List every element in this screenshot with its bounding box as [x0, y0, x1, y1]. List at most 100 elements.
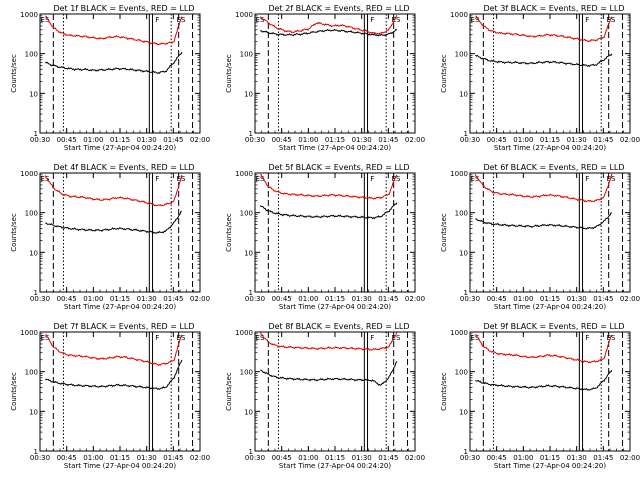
flag-label: ES: [392, 16, 401, 24]
flag-label: ES: [607, 334, 616, 342]
y-axis-label: Counts/sec: [440, 54, 448, 93]
y-tick-label: 10: [29, 90, 38, 98]
x-tick-label: 02:00: [405, 136, 425, 144]
y-tick-label: 1: [34, 289, 38, 297]
chart-panel: Det 4f BLACK = Events, RED = LLD 1 10 100 10…: [10, 163, 210, 311]
x-tick-label: 01:00: [83, 454, 103, 462]
flag-label: ES: [41, 175, 50, 183]
y-tick-label: 1000: [235, 170, 253, 178]
y-tick-label: 1: [34, 130, 38, 138]
x-tick-label: 01:45: [378, 454, 398, 462]
y-tick-label: 1000: [20, 170, 38, 178]
y-tick-label: 100: [455, 369, 468, 377]
y-tick-label: 1: [249, 289, 253, 297]
x-tick-label: 01:00: [298, 295, 318, 303]
y-axis-label: Counts/sec: [10, 372, 18, 411]
x-tick-label: 00:45: [57, 454, 77, 462]
lld-series-line: [260, 173, 398, 200]
x-tick-label: 00:30: [460, 454, 480, 462]
chart-panel: Det 3f BLACK = Events, RED = LLD 1 10 100 10…: [440, 4, 640, 152]
events-series-line: [475, 212, 613, 230]
y-axis-label: Counts/sec: [225, 372, 233, 411]
y-tick-label: 100: [455, 210, 468, 218]
chart-panel: Det 1f BLACK = Events, RED = LLD 1 10 100 10…: [10, 4, 210, 152]
plot-frame: [39, 172, 201, 293]
events-series-line: [45, 210, 183, 234]
x-tick-label: 01:00: [298, 454, 318, 462]
y-tick-label: 1: [249, 130, 253, 138]
y-tick-label: 100: [240, 51, 253, 59]
x-tick-label: 01:00: [513, 136, 533, 144]
x-tick-label: 01:30: [352, 295, 372, 303]
x-axis-label: Start Time (27-Apr-04 00:24:20): [279, 462, 391, 470]
flag-label: ES: [607, 16, 616, 24]
y-tick-label: 1000: [450, 11, 468, 19]
flag-label: ES: [177, 334, 186, 342]
chart-title: Det 3f BLACK = Events, RED = LLD: [483, 4, 624, 13]
events-series-line: [44, 51, 183, 75]
lld-series-line: [475, 15, 613, 43]
lld-series-line: [474, 173, 613, 203]
y-tick-label: 100: [455, 51, 468, 59]
flag-label: F: [370, 175, 374, 183]
chart-title: Det 6f BLACK = Events, RED = LLD: [483, 163, 624, 172]
y-tick-label: 1000: [20, 329, 38, 337]
y-tick-label: 100: [240, 210, 253, 218]
plot-frame: [254, 331, 416, 452]
flag-label: F: [585, 175, 589, 183]
y-tick-label: 1000: [235, 329, 253, 337]
x-tick-label: 00:45: [487, 454, 507, 462]
x-tick-label: 02:00: [405, 295, 425, 303]
x-tick-label: 01:30: [137, 136, 157, 144]
flag-label: ES: [256, 16, 265, 24]
x-tick-label: 01:15: [540, 136, 560, 144]
x-axis-label: Start Time (27-Apr-04 00:24:20): [64, 303, 176, 311]
y-axis-label: Counts/sec: [225, 213, 233, 252]
y-tick-label: 10: [459, 90, 468, 98]
flag-label: ES: [41, 334, 50, 342]
events-series-line: [474, 53, 613, 68]
y-tick-label: 10: [29, 249, 38, 257]
plot-frame: [39, 331, 201, 452]
chart-panel: Det 5f BLACK = Events, RED = LLD 1 10 100 10…: [225, 163, 425, 311]
lld-series-line: [44, 15, 183, 46]
y-tick-label: 100: [240, 369, 253, 377]
x-tick-label: 02:00: [620, 136, 640, 144]
x-tick-label: 01:45: [378, 136, 398, 144]
x-axis-label: Start Time (27-Apr-04 00:24:20): [494, 462, 606, 470]
x-tick-label: 01:45: [163, 454, 183, 462]
y-tick-label: 1: [464, 448, 468, 456]
x-tick-label: 01:45: [163, 136, 183, 144]
x-tick-label: 01:45: [378, 295, 398, 303]
y-axis-label: Counts/sec: [10, 213, 18, 252]
x-tick-label: 01:30: [352, 454, 372, 462]
x-tick-label: 00:45: [487, 136, 507, 144]
flag-label: F: [155, 16, 159, 24]
x-tick-label: 01:00: [513, 454, 533, 462]
flag-label: F: [585, 16, 589, 24]
x-tick-label: 01:45: [593, 295, 613, 303]
x-tick-label: 02:00: [190, 454, 210, 462]
x-tick-label: 01:15: [540, 295, 560, 303]
y-tick-label: 100: [25, 210, 38, 218]
flag-label: ES: [392, 175, 401, 183]
lld-series-line: [44, 174, 183, 207]
chart-title: Det 8f BLACK = Events, RED = LLD: [268, 322, 409, 331]
y-tick-label: 1: [34, 448, 38, 456]
y-tick-label: 10: [29, 408, 38, 416]
x-tick-label: 00:30: [30, 136, 50, 144]
events-series-line: [259, 202, 398, 220]
y-tick-label: 10: [459, 249, 468, 257]
x-tick-label: 00:45: [57, 136, 77, 144]
x-tick-label: 01:30: [567, 295, 587, 303]
x-tick-label: 00:45: [57, 295, 77, 303]
y-tick-label: 10: [244, 90, 253, 98]
x-tick-label: 02:00: [620, 454, 640, 462]
flag-label: ES: [607, 175, 616, 183]
x-tick-label: 02:00: [190, 136, 210, 144]
chart-title: Det 5f BLACK = Events, RED = LLD: [268, 163, 409, 172]
x-axis-label: Start Time (27-Apr-04 00:24:20): [279, 303, 391, 311]
y-tick-label: 10: [244, 249, 253, 257]
x-tick-label: 00:30: [30, 454, 50, 462]
plot-frame: [254, 172, 416, 293]
